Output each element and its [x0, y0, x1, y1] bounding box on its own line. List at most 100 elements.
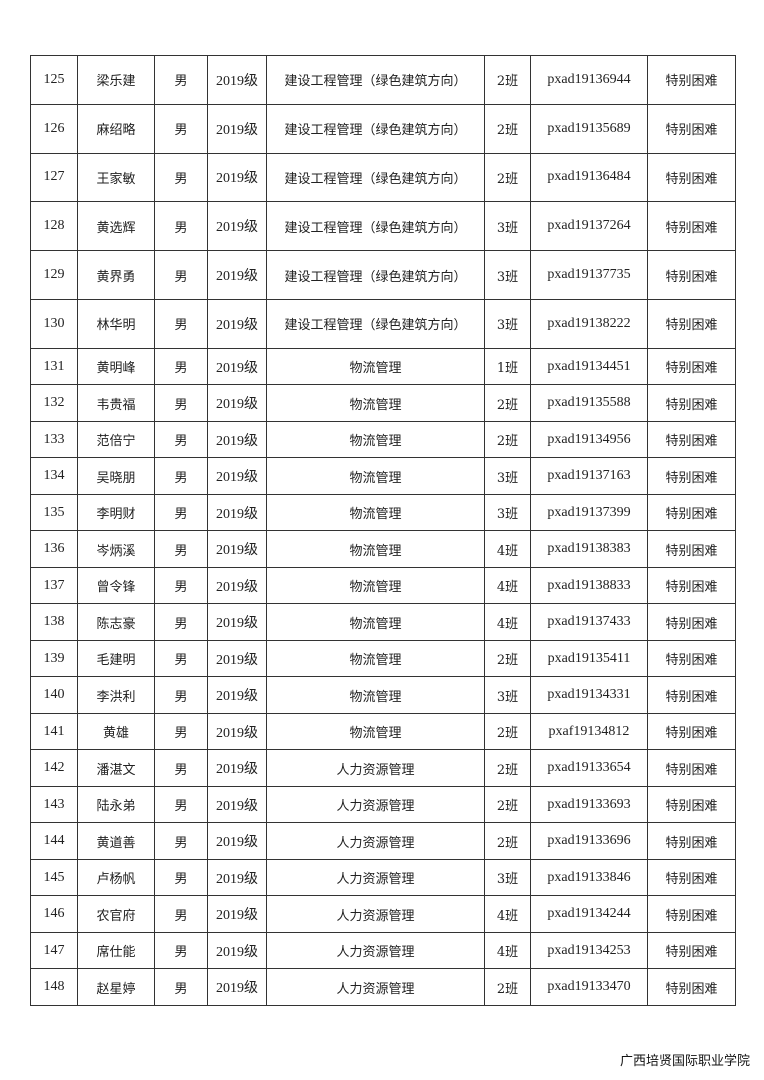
row-number-cell: 129	[30, 250, 78, 300]
table-row: 136 岑炳溪男 2019级 物流管理 4班 pxad19138383 特别困难	[30, 530, 736, 568]
grade-cell: 2019级	[207, 493, 267, 532]
table-row: 139 毛建明男 2019级 物流管理 2班 pxad19135411 特别困难	[30, 639, 736, 678]
student-id-cell: pxad19135411	[530, 639, 648, 678]
major-cell: 人力资源管理	[266, 895, 485, 933]
grade-cell: 2019级	[207, 639, 267, 678]
gender-cell: 男	[154, 749, 208, 787]
grade-cell: 2019级	[207, 530, 267, 568]
table-row: 125 梁乐建男 2019级 建设工程管理（绿色建筑方向） 2班 pxad19136944…	[30, 55, 736, 105]
class-cell: 2班	[484, 749, 531, 787]
gender-cell: 男	[154, 250, 208, 300]
difficulty-level-cell: 特别困难	[647, 457, 736, 495]
gender-cell: 男	[154, 457, 208, 495]
grade-cell: 2019级	[207, 931, 267, 970]
difficulty-level-cell: 特别困难	[647, 55, 736, 105]
major-cell: 物流管理	[266, 347, 485, 386]
student-name-cell: 岑炳溪	[77, 530, 155, 568]
class-cell: 3班	[484, 250, 531, 300]
row-number-cell: 141	[30, 712, 78, 751]
student-id-cell: pxad19134244	[530, 895, 648, 933]
major-cell: 物流管理	[266, 676, 485, 714]
major-cell: 建设工程管理（绿色建筑方向）	[266, 250, 485, 300]
grade-cell: 2019级	[207, 785, 267, 824]
grade-cell: 2019级	[207, 566, 267, 605]
row-number-cell: 131	[30, 347, 78, 386]
student-name-cell: 农官府	[77, 895, 155, 933]
row-number-cell: 139	[30, 639, 78, 678]
class-cell: 1班	[484, 347, 531, 386]
row-number-cell: 126	[30, 103, 78, 154]
student-name-cell: 范倍宁	[77, 420, 155, 459]
major-cell: 人力资源管理	[266, 931, 485, 970]
student-name-cell: 梁乐建	[77, 55, 155, 105]
table-row: 127 王家敏男 2019级 建设工程管理（绿色建筑方向） 2班 pxad19136484…	[30, 152, 736, 203]
student-name-cell: 毛建明	[77, 639, 155, 678]
gender-cell: 男	[154, 493, 208, 532]
table-row: 133 范倍宁男 2019级 物流管理 2班 pxad19134956 特别困难	[30, 420, 736, 459]
gender-cell: 男	[154, 298, 208, 349]
gender-cell: 男	[154, 822, 208, 860]
difficulty-level-cell: 特别困难	[647, 822, 736, 860]
student-name-cell: 吴晓朋	[77, 457, 155, 495]
table-row: 148 赵星婷男 2019级 人力资源管理 2班 pxad19133470 特别困难	[30, 968, 736, 1006]
major-cell: 物流管理	[266, 493, 485, 532]
grade-cell: 2019级	[207, 749, 267, 787]
difficulty-level-cell: 特别困难	[647, 785, 736, 824]
student-id-cell: pxad19136484	[530, 152, 648, 203]
major-cell: 人力资源管理	[266, 749, 485, 787]
grade-cell: 2019级	[207, 457, 267, 495]
table-row: 135 李明财男 2019级 物流管理 3班 pxad19137399 特别困难	[30, 493, 736, 532]
class-cell: 2班	[484, 785, 531, 824]
gender-cell: 男	[154, 384, 208, 422]
major-cell: 建设工程管理（绿色建筑方向）	[266, 201, 485, 252]
gender-cell: 男	[154, 639, 208, 678]
difficulty-level-cell: 特别困难	[647, 968, 736, 1006]
grade-cell: 2019级	[207, 298, 267, 349]
row-number-cell: 148	[30, 968, 78, 1006]
table-row: 130 林华明男 2019级 建设工程管理（绿色建筑方向） 3班 pxad19138222…	[30, 298, 736, 349]
row-number-cell: 142	[30, 749, 78, 787]
class-cell: 4班	[484, 931, 531, 970]
student-id-cell: pxad19138383	[530, 530, 648, 568]
student-id-cell: pxad19137264	[530, 201, 648, 252]
student-id-cell: pxad19135588	[530, 384, 648, 422]
table-row: 147 席仕能男 2019级 人力资源管理 4班 pxad19134253 特别困难	[30, 931, 736, 970]
row-number-cell: 128	[30, 201, 78, 252]
major-cell: 人力资源管理	[266, 858, 485, 897]
class-cell: 2班	[484, 152, 531, 203]
difficulty-level-cell: 特别困难	[647, 712, 736, 751]
student-id-cell: pxad19138222	[530, 298, 648, 349]
class-cell: 3班	[484, 493, 531, 532]
student-id-cell: pxad19134956	[530, 420, 648, 459]
student-id-cell: pxad19137399	[530, 493, 648, 532]
major-cell: 建设工程管理（绿色建筑方向）	[266, 152, 485, 203]
student-name-cell: 黄道善	[77, 822, 155, 860]
class-cell: 2班	[484, 103, 531, 154]
row-number-cell: 145	[30, 858, 78, 897]
student-name-cell: 卢杨帆	[77, 858, 155, 897]
difficulty-level-cell: 特别困难	[647, 858, 736, 897]
major-cell: 物流管理	[266, 566, 485, 605]
student-id-cell: pxad19137163	[530, 457, 648, 495]
class-cell: 4班	[484, 895, 531, 933]
table-row: 129 黄界勇男 2019级 建设工程管理（绿色建筑方向） 3班 pxad19137735…	[30, 250, 736, 300]
student-name-cell: 席仕能	[77, 931, 155, 970]
row-number-cell: 125	[30, 55, 78, 105]
student-name-cell: 李洪利	[77, 676, 155, 714]
student-id-cell: pxad19134451	[530, 347, 648, 386]
major-cell: 物流管理	[266, 384, 485, 422]
student-id-cell: pxad19134331	[530, 676, 648, 714]
class-cell: 2班	[484, 384, 531, 422]
difficulty-level-cell: 特别困难	[647, 603, 736, 641]
grade-cell: 2019级	[207, 603, 267, 641]
table-row: 141 黄雄男 2019级 物流管理 2班 pxaf19134812 特别困难	[30, 712, 736, 751]
student-name-cell: 黄选辉	[77, 201, 155, 252]
row-number-cell: 144	[30, 822, 78, 860]
student-id-cell: pxaf19134812	[530, 712, 648, 751]
gender-cell: 男	[154, 55, 208, 105]
row-number-cell: 146	[30, 895, 78, 933]
student-id-cell: pxad19136944	[530, 55, 648, 105]
table-row: 134 吴晓朋男 2019级 物流管理 3班 pxad19137163 特别困难	[30, 457, 736, 495]
table-row: 126 麻绍略男 2019级 建设工程管理（绿色建筑方向） 2班 pxad19135689…	[30, 103, 736, 154]
gender-cell: 男	[154, 895, 208, 933]
